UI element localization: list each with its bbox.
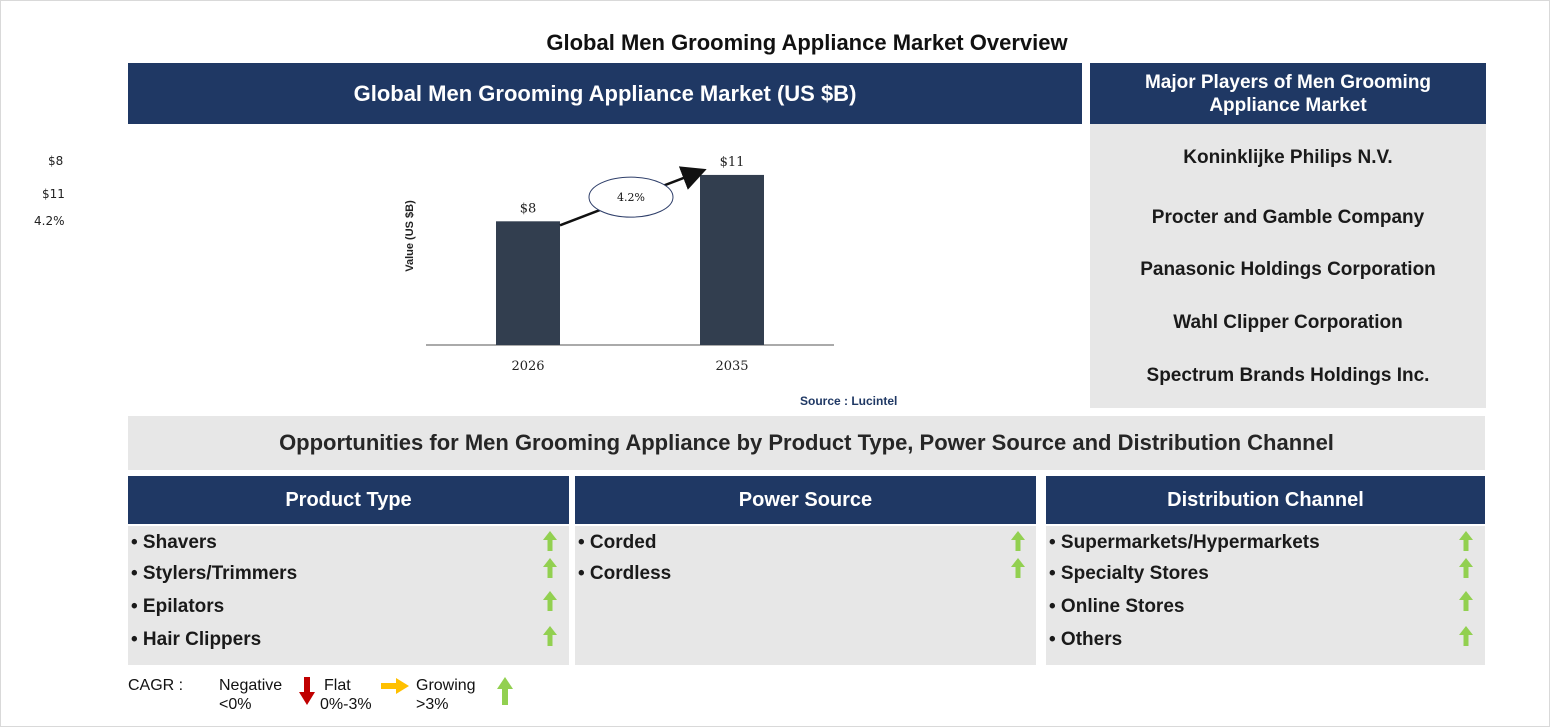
side-note-cagr: 4.2% (34, 214, 65, 228)
bar (700, 174, 764, 345)
players-panel (1090, 124, 1486, 408)
product-type-panel (128, 526, 569, 665)
legend-flat-text: Flat (324, 677, 351, 694)
growth-up-arrow-icon (1459, 626, 1473, 646)
side-note-end-value: $11 (42, 187, 65, 201)
side-note-start-value: $8 (48, 154, 64, 168)
player-item: Panasonic Holdings Corporation (1140, 259, 1436, 280)
growth-up-arrow-icon (543, 626, 557, 646)
chart-source: Source : Lucintel (800, 394, 898, 408)
x-tick-label: 2026 (511, 359, 544, 374)
cagr-bubble (588, 176, 674, 218)
data-label: $11 (720, 155, 745, 170)
up-arrow-icon (497, 677, 513, 705)
players-header: Major Players of Men Grooming Appliance … (1090, 63, 1486, 124)
growth-up-arrow-icon (1459, 558, 1473, 578)
legend-flat-range: 0%-3% (320, 696, 372, 713)
player-item: Wahl Clipper Corporation (1173, 312, 1403, 333)
cagr-label: 4.2% (617, 191, 645, 204)
list-item: • Cordless (578, 563, 672, 584)
opportunities-title: Opportunities for Men Grooming Appliance… (128, 416, 1485, 470)
x-tick-label: 2035 (715, 359, 748, 374)
list-item: • Supermarkets/Hypermarkets (1049, 532, 1320, 553)
player-item: Spectrum Brands Holdings Inc. (1146, 365, 1430, 386)
down-arrow-icon (299, 677, 315, 705)
distribution-channel-header: Distribution Channel (1046, 476, 1485, 524)
legend-growing-range: >3% (416, 696, 449, 713)
legend-growing-label: Growing >3% (416, 676, 476, 714)
legend-cagr-label: CAGR : (128, 677, 184, 694)
growth-up-arrow-icon (1459, 531, 1473, 551)
legend-flat-label: Flat 0%-3% (320, 676, 372, 714)
legend-negative-label: Negative <0% (219, 676, 282, 714)
list-item: • Specialty Stores (1049, 563, 1209, 584)
player-item: Koninklijke Philips N.V. (1183, 147, 1393, 168)
growth-up-arrow-icon (1011, 531, 1025, 551)
list-item: • Shavers (131, 532, 217, 553)
legend-negative-range: <0% (219, 696, 252, 713)
distribution-channel-panel (1046, 526, 1485, 665)
list-item: • Corded (578, 532, 657, 553)
growth-up-arrow-icon (543, 531, 557, 551)
flat-arrow-icon (381, 678, 409, 694)
product-type-header: Product Type (128, 476, 569, 524)
power-source-header: Power Source (575, 476, 1036, 524)
market-panel-header: Global Men Grooming Appliance Market (US… (128, 63, 1082, 124)
data-label: $8 (520, 201, 537, 216)
legend-negative-text: Negative (219, 677, 283, 694)
growth-up-arrow-icon (1459, 591, 1473, 611)
list-item: • Others (1049, 629, 1123, 650)
list-item: • Stylers/Trimmers (131, 563, 298, 584)
legend-growing-text: Growing (416, 677, 476, 694)
list-item: • Online Stores (1049, 596, 1185, 617)
growth-up-arrow-icon (543, 558, 557, 578)
growth-up-arrow-icon (543, 591, 557, 611)
list-item: • Epilators (131, 596, 225, 617)
bar (496, 221, 560, 345)
y-axis-label: Value (US $B) (404, 200, 416, 272)
list-item: • Hair Clippers (131, 629, 262, 650)
power-source-panel (575, 526, 1036, 665)
player-item: Procter and Gamble Company (1151, 207, 1425, 228)
market-chart: Value (US $B) $8 2026 $11 2035 4.2% (404, 155, 834, 374)
growth-up-arrow-icon (1011, 558, 1025, 578)
page-title: Global Men Grooming Appliance Market Ove… (546, 30, 1068, 55)
